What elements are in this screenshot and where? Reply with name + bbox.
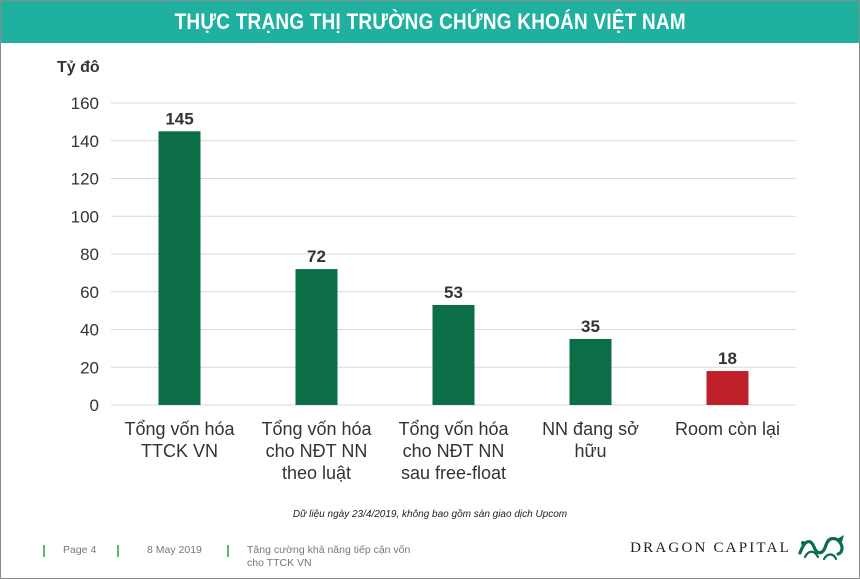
y-tick-label: 120 [71,170,99,189]
y-tick-label: 80 [80,245,99,264]
footer: Page 4 8 May 2019 Tăng cường khả năng ti… [1,535,859,578]
y-tick-label: 20 [80,358,99,377]
x-category-label: cho NĐT NN [403,441,505,461]
data-label: 72 [307,247,326,266]
x-category-label: Tổng vốn hóa [398,419,509,439]
slide-title: THỰC TRẠNG THỊ TRƯỜNG CHỨNG KHOÁN VIỆT N… [174,9,686,34]
footer-topic-line2: cho TTCK VN [247,557,312,569]
x-category-label: TTCK VN [141,441,218,461]
brand: DRAGON CAPITAL [630,533,847,563]
footer-divider [227,545,229,557]
footer-date: 8 May 2019 [147,544,202,556]
y-axis-unit-label: Tỷ đô [57,59,100,76]
x-category-label: Tổng vốn hóa [261,419,372,439]
footer-divider [43,545,45,557]
title-bar: THỰC TRẠNG THỊ TRƯỜNG CHỨNG KHOÁN VIỆT N… [1,1,859,43]
bar [569,338,612,405]
footer-topic: Tăng cường khả năng tiếp cận vốn cho TTC… [247,544,410,570]
footer-page-number: Page 4 [63,544,97,556]
x-category-label: Tổng vốn hóa [124,419,235,439]
brand-name: DRAGON CAPITAL [630,539,791,556]
y-tick-label: 140 [71,132,99,151]
y-tick-label: 100 [71,207,99,226]
footer-topic-line1: Tăng cường khả năng tiếp cận vốn [247,544,411,556]
bar [432,304,475,405]
data-label: 53 [444,283,463,302]
x-category-label: theo luật [282,463,351,483]
y-tick-label: 160 [71,94,99,113]
x-category-label: Room còn lại [675,419,780,439]
x-category-label: cho NĐT NN [266,441,368,461]
data-label: 35 [581,317,600,336]
bar [158,131,201,405]
bar [295,269,338,405]
x-category-label: hữu [574,441,606,461]
y-tick-label: 0 [90,396,99,415]
data-source-note: Dữ liệu ngày 23/4/2019, không bao gồm sà… [292,509,568,520]
data-label: 18 [718,349,737,368]
footer-divider [117,545,119,557]
x-category-label: sau free-float [401,463,506,483]
y-tick-label: 40 [80,321,99,340]
data-label: 145 [165,109,193,128]
bar [706,371,749,405]
x-category-label: NN đang sở [542,419,639,439]
dragon-logo-icon [798,535,844,561]
y-tick-label: 60 [80,283,99,302]
